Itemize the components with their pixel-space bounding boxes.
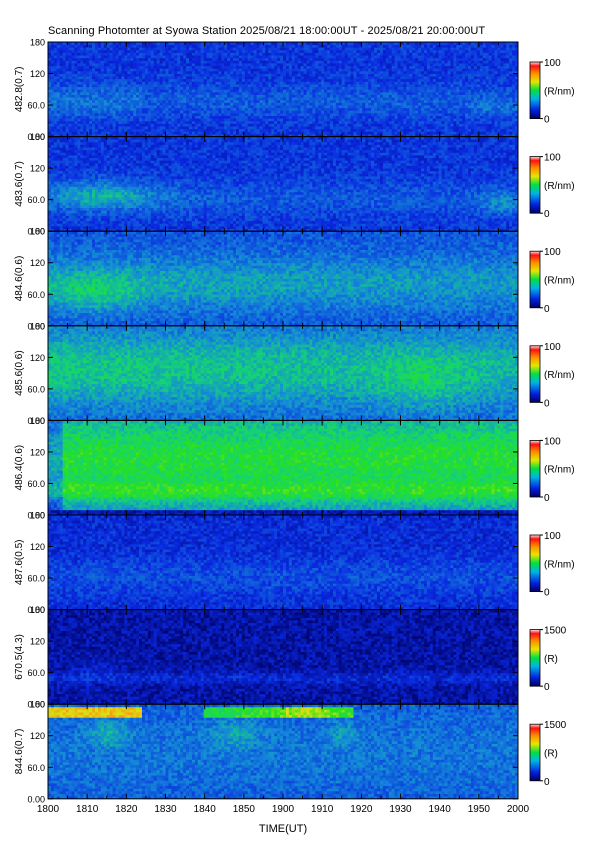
panel-7: [48, 704, 518, 799]
colorbar-min-label: 0: [544, 304, 550, 315]
colorbar-max-label: 100: [544, 58, 561, 69]
y-tick-label: 120: [30, 164, 45, 174]
y-tick-label: 180: [30, 38, 45, 48]
colorbar-max-label: 100: [544, 342, 561, 353]
y-tick-label: 180: [30, 321, 45, 331]
colorbar-min-label: 0: [544, 115, 550, 126]
colorbar: [530, 724, 540, 781]
colorbar: [530, 62, 540, 119]
y-tick-label: 120: [30, 542, 45, 552]
y-tick-label: 60.0: [27, 101, 45, 111]
colorbar: [530, 251, 540, 308]
colorbar: [530, 630, 540, 687]
colorbar-max-label: 100: [544, 531, 561, 542]
colorbar: [530, 535, 540, 592]
y-tick-label: 180: [30, 605, 45, 615]
y-tick-label: 120: [30, 258, 45, 268]
colorbar-min-label: 0: [544, 682, 550, 693]
colorbar-unit-label: (R/nm): [544, 370, 575, 381]
colorbar-max-label: 1500: [544, 720, 567, 731]
y-tick-label: 120: [30, 637, 45, 647]
y-tick-label: 60.0: [27, 763, 45, 773]
y-tick-label: 60.0: [27, 384, 45, 394]
x-tick-label: 1810: [76, 804, 99, 815]
panel-4: [48, 420, 518, 515]
x-axis-label: TIME(UT): [259, 823, 307, 835]
x-tick-label: 1800: [37, 804, 60, 815]
panel-ylabel: 485.6(0.6): [14, 350, 25, 396]
panel-ylabel: 483.6(0.7): [14, 161, 25, 207]
colorbar-min-label: 0: [544, 398, 550, 409]
panel-ylabel: 487.6(0.5): [14, 540, 25, 586]
colorbar-max-label: 1500: [544, 626, 567, 637]
colorbar: [530, 157, 540, 214]
panel-0: [48, 42, 518, 137]
y-tick-label: 180: [30, 700, 45, 710]
colorbar-unit-label: (R/nm): [544, 86, 575, 97]
panel-2: [48, 231, 518, 326]
colorbar-min-label: 0: [544, 209, 550, 220]
y-tick-label: 120: [30, 353, 45, 363]
x-tick-label: 1840: [194, 804, 217, 815]
x-tick-label: 1850: [233, 804, 256, 815]
y-tick-label: 60.0: [27, 668, 45, 678]
panel-ylabel: 844.6(0.7): [14, 729, 25, 775]
panel-6: [48, 610, 518, 705]
x-tick-label: 2000: [507, 804, 530, 815]
panel-ylabel: 482.8(0.7): [14, 67, 25, 113]
x-tick-label: 1830: [154, 804, 177, 815]
colorbar-unit-label: (R/nm): [544, 465, 575, 476]
colorbar-unit-label: (R): [544, 654, 558, 665]
colorbar-unit-label: (R/nm): [544, 559, 575, 570]
panel-ylabel: 484.6(0.6): [14, 256, 25, 302]
x-tick-label: 1920: [350, 804, 373, 815]
x-tick-label: 1930: [389, 804, 412, 815]
x-tick-label: 1900: [272, 804, 295, 815]
y-tick-label: 0.00: [27, 794, 45, 804]
colorbar-min-label: 0: [544, 493, 550, 504]
panel-ylabel: 670.5(4.3): [14, 634, 25, 680]
panel-3: [48, 326, 518, 421]
y-tick-label: 60.0: [27, 574, 45, 584]
y-tick-label: 60.0: [27, 290, 45, 300]
colorbar: [530, 346, 540, 403]
y-tick-label: 180: [30, 511, 45, 521]
colorbar-max-label: 100: [544, 436, 561, 447]
colorbar-max-label: 100: [544, 247, 561, 258]
colorbar-min-label: 0: [544, 777, 550, 788]
panel-5: [48, 515, 518, 610]
colorbar-unit-label: (R/nm): [544, 181, 575, 192]
panel-ylabel: 486.4(0.6): [14, 445, 25, 491]
colorbar-max-label: 100: [544, 153, 561, 164]
y-tick-label: 120: [30, 731, 45, 741]
colorbar-unit-label: (R): [544, 749, 558, 760]
y-tick-label: 60.0: [27, 195, 45, 205]
colorbar: [530, 440, 540, 497]
x-tick-label: 1820: [115, 804, 138, 815]
y-tick-label: 180: [30, 416, 45, 426]
colorbar-min-label: 0: [544, 588, 550, 599]
x-tick-label: 1910: [311, 804, 334, 815]
colorbar-unit-label: (R/nm): [544, 276, 575, 287]
y-tick-label: 120: [30, 69, 45, 79]
y-tick-label: 120: [30, 447, 45, 457]
x-tick-label: 1940: [429, 804, 452, 815]
y-tick-label: 180: [30, 227, 45, 237]
panel-1: [48, 137, 518, 232]
y-tick-label: 60.0: [27, 479, 45, 489]
x-tick-label: 1950: [468, 804, 491, 815]
y-tick-label: 180: [30, 132, 45, 142]
